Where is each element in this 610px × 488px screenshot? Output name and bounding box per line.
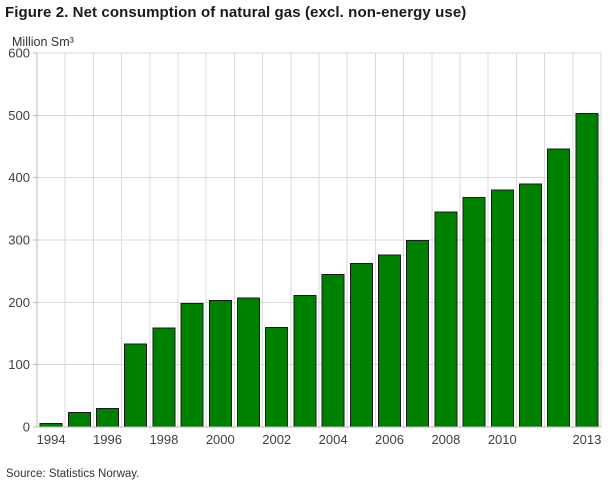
bar-1999	[180, 303, 204, 428]
bar-2009	[462, 197, 486, 428]
y-axis-unit-label: Million Sm³	[12, 35, 74, 49]
x-tick-label: 2008	[431, 432, 460, 447]
bar-2010	[490, 189, 514, 428]
bar-chart-plot: 0 100 200 300 400 500 600 1994 1996 1998 2000 2002 2…	[8, 46, 602, 447]
x-tick-label: 1998	[149, 432, 178, 447]
bar-1995	[67, 412, 91, 428]
bar-2005	[349, 263, 373, 428]
bar-1998	[152, 327, 176, 428]
bar-2006	[378, 254, 401, 428]
bar-2001	[237, 297, 260, 428]
y-tick-label: 0	[23, 420, 30, 435]
x-tick-label: 2000	[206, 432, 235, 447]
y-tick-label: 100	[8, 357, 30, 372]
x-tick-label: 2004	[319, 432, 348, 447]
x-tick-label: 2010	[488, 432, 517, 447]
x-tick-label: 2013	[572, 432, 601, 447]
x-tick-label: 1994	[37, 432, 66, 447]
bar-2008	[434, 211, 458, 428]
bar-2013	[575, 112, 599, 428]
y-tick-label: 200	[8, 295, 30, 310]
y-tick-label: 500	[8, 108, 30, 123]
bar-2003	[293, 294, 317, 428]
bar-2011	[519, 183, 542, 428]
bar-2012	[547, 148, 571, 428]
bar-1994	[39, 422, 63, 428]
bar-2002	[265, 326, 289, 428]
bar-1997	[124, 343, 148, 428]
x-tick-label: 2006	[375, 432, 404, 447]
bar-2007	[406, 240, 430, 428]
bar-1996	[96, 407, 119, 428]
y-tick-label: 600	[8, 46, 30, 61]
chart-title: Figure 2. Net consumption of natural gas…	[5, 4, 467, 21]
bar-2004	[321, 273, 345, 428]
y-tick-label: 300	[8, 233, 30, 248]
x-tick-label: 1996	[93, 432, 122, 447]
source-note: Source: Statistics Norway.	[6, 468, 140, 480]
y-tick-label: 400	[8, 170, 30, 185]
x-tick-label: 2002	[262, 432, 291, 447]
bar-2000	[208, 299, 232, 428]
